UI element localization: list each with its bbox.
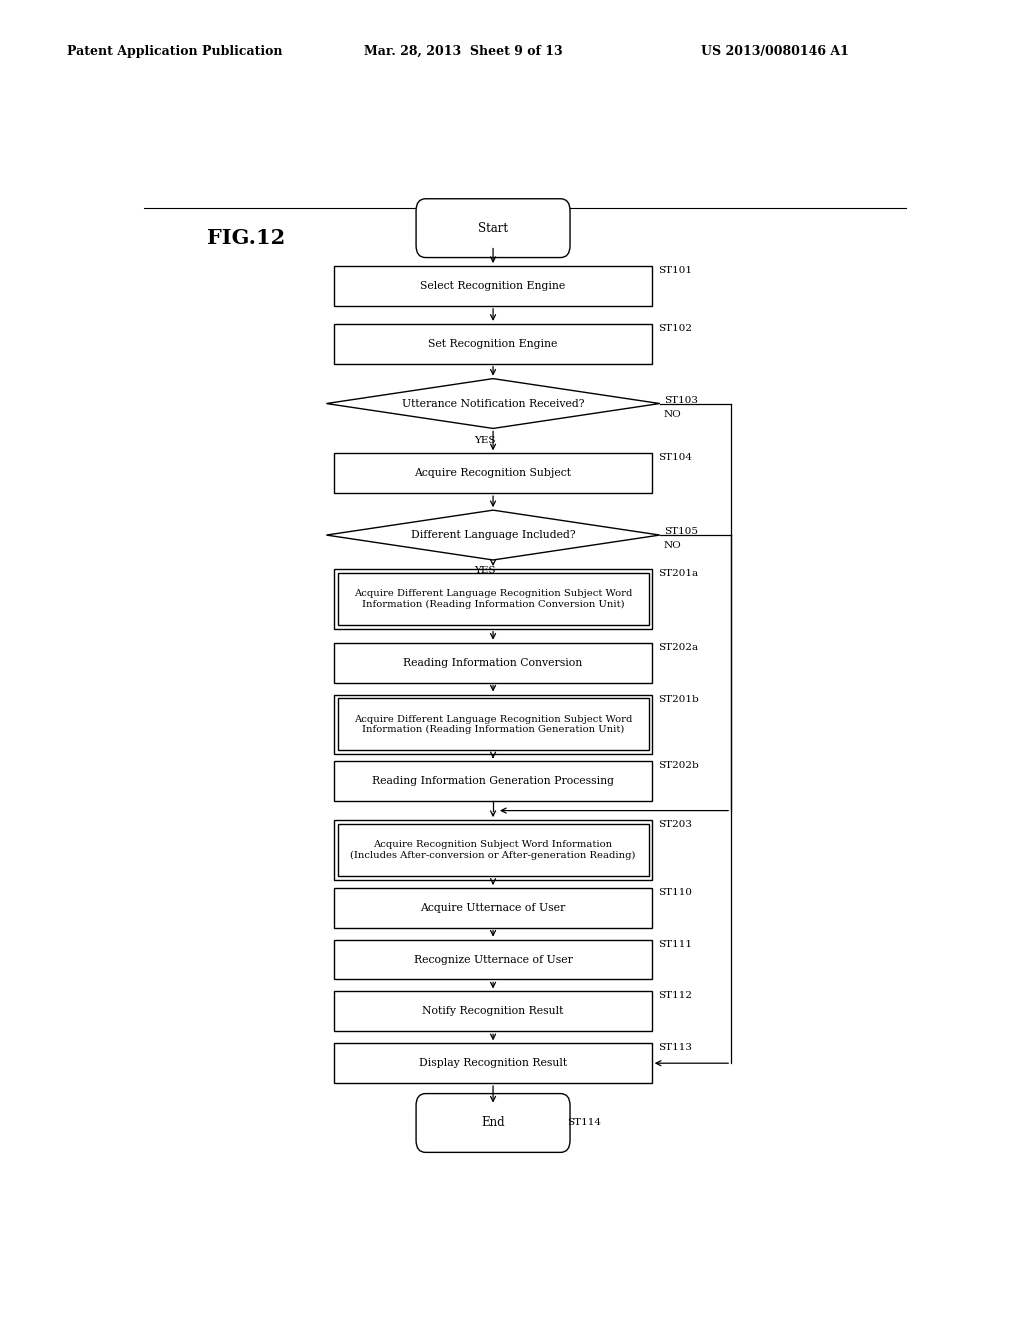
Text: NO: NO [664,409,681,418]
FancyBboxPatch shape [334,820,652,880]
Text: ST101: ST101 [658,267,692,275]
Text: ST102: ST102 [658,323,692,333]
Text: Acquire Recognition Subject: Acquire Recognition Subject [415,469,571,478]
Text: End: End [481,1117,505,1130]
Text: Display Recognition Result: Display Recognition Result [419,1059,567,1068]
Text: ST110: ST110 [658,888,692,896]
Polygon shape [327,379,659,429]
Text: Acquire Recognition Subject Word Information
(Includes After-conversion or After: Acquire Recognition Subject Word Informa… [350,840,636,859]
Text: ST103: ST103 [664,396,697,404]
FancyBboxPatch shape [334,991,652,1031]
FancyBboxPatch shape [334,694,652,754]
Text: ST113: ST113 [658,1043,692,1052]
Text: Recognize Utternace of User: Recognize Utternace of User [414,954,572,965]
Text: Different Language Included?: Different Language Included? [411,531,575,540]
Text: ST202b: ST202b [658,762,698,771]
Polygon shape [327,510,659,560]
Text: NO: NO [664,541,681,550]
Text: FIG.12: FIG.12 [207,228,286,248]
Text: Notify Recognition Result: Notify Recognition Result [422,1006,564,1016]
Text: Set Recognition Engine: Set Recognition Engine [428,339,558,348]
Text: ST201a: ST201a [658,569,698,578]
Text: Utterance Notification Received?: Utterance Notification Received? [401,399,585,408]
Text: ST203: ST203 [658,820,692,829]
Text: Start: Start [478,222,508,235]
FancyBboxPatch shape [338,824,648,876]
Text: Reading Information Generation Processing: Reading Information Generation Processin… [372,776,614,787]
Text: Acquire Utternace of User: Acquire Utternace of User [421,903,565,912]
Text: ST202a: ST202a [658,643,698,652]
FancyBboxPatch shape [334,569,652,628]
FancyBboxPatch shape [334,323,652,364]
Text: ST104: ST104 [658,453,692,462]
Text: ST105: ST105 [664,527,697,536]
FancyBboxPatch shape [338,573,648,624]
Text: Reading Information Conversion: Reading Information Conversion [403,657,583,668]
Text: Acquire Different Language Recognition Subject Word
Information (Reading Informa: Acquire Different Language Recognition S… [354,714,632,734]
Text: ST112: ST112 [658,991,692,1001]
FancyBboxPatch shape [338,698,648,750]
Text: Acquire Different Language Recognition Subject Word
Information (Reading Informa: Acquire Different Language Recognition S… [354,589,632,609]
FancyBboxPatch shape [334,643,652,682]
Text: ST201b: ST201b [658,694,698,704]
FancyBboxPatch shape [416,1093,570,1152]
Text: Select Recognition Engine: Select Recognition Engine [421,281,565,290]
Text: Patent Application Publication: Patent Application Publication [67,45,282,58]
FancyBboxPatch shape [334,1043,652,1084]
Text: US 2013/0080146 A1: US 2013/0080146 A1 [701,45,849,58]
FancyBboxPatch shape [334,888,652,928]
FancyBboxPatch shape [334,453,652,494]
Text: Mar. 28, 2013  Sheet 9 of 13: Mar. 28, 2013 Sheet 9 of 13 [364,45,562,58]
FancyBboxPatch shape [416,199,570,257]
FancyBboxPatch shape [334,267,652,306]
Text: ST111: ST111 [658,940,692,949]
Text: ST114: ST114 [567,1118,601,1127]
FancyBboxPatch shape [334,940,652,979]
Text: YES: YES [474,566,496,576]
FancyBboxPatch shape [334,762,652,801]
Text: YES: YES [474,437,496,445]
